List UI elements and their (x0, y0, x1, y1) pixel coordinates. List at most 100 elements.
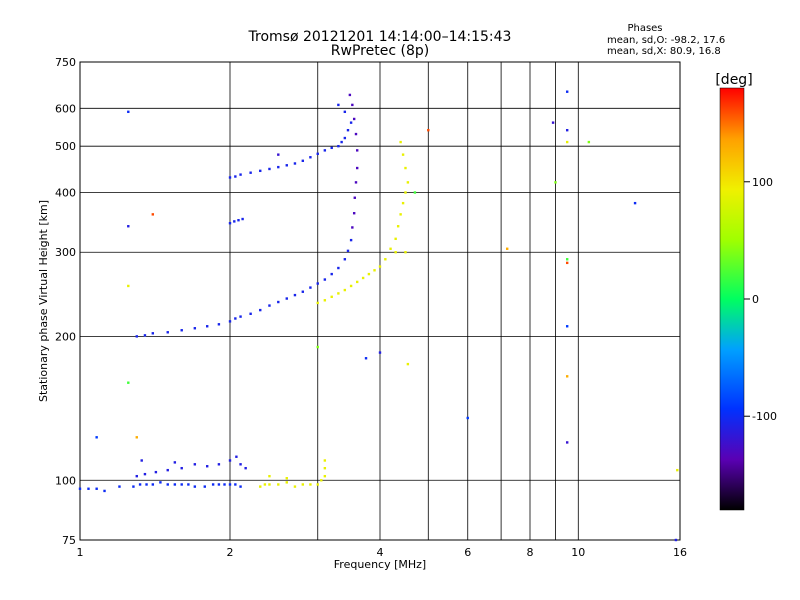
data-point (355, 166, 359, 170)
x-tick-label: 16 (673, 546, 687, 559)
grid-lines (80, 62, 680, 540)
data-point (277, 483, 280, 486)
data-point (239, 485, 242, 488)
data-point (211, 483, 215, 486)
data-point (378, 351, 382, 354)
data-point (217, 483, 221, 486)
data-point (346, 128, 350, 132)
data-point (268, 483, 271, 486)
data-point (401, 153, 405, 156)
chart-subtitle: RwPretec (8p) (331, 43, 429, 59)
y-axis-label: Stationary phase Virtual Height [km] (37, 200, 50, 402)
data-point (316, 301, 319, 305)
data-point (404, 166, 407, 170)
data-point (235, 455, 238, 458)
data-point (87, 487, 90, 490)
data-point (285, 164, 288, 167)
data-point (337, 103, 340, 107)
data-point (343, 288, 347, 292)
colorbar (719, 87, 745, 511)
data-point (340, 140, 343, 144)
data-point (228, 459, 232, 462)
data-point (138, 483, 142, 486)
x-tick-label: 10 (571, 546, 585, 559)
data-point (187, 483, 190, 486)
data-point (349, 238, 353, 242)
data-point (565, 261, 569, 265)
data-point (118, 485, 121, 488)
data-point (203, 485, 206, 488)
data-point (346, 249, 350, 253)
data-point (135, 474, 138, 478)
y-tick-label: 600 (55, 102, 76, 115)
data-point (316, 282, 319, 285)
data-point (396, 225, 400, 228)
data-point (353, 196, 356, 199)
data-point (180, 466, 183, 470)
data-point (135, 436, 138, 439)
data-point (293, 485, 297, 488)
data-point (127, 381, 130, 384)
data-point (228, 222, 232, 225)
data-point (78, 487, 82, 490)
colorbar-tick-label: 0 (752, 293, 759, 306)
data-point (234, 317, 237, 320)
data-point (413, 191, 417, 194)
y-tick-label: 100 (55, 474, 76, 487)
colorbar-ticks: 100 0 -100 (744, 176, 777, 423)
x-tick-label: 1 (77, 546, 84, 559)
data-point (180, 329, 183, 332)
data-point (394, 251, 397, 254)
x-tick-label: 8 (527, 546, 534, 559)
data-point (633, 201, 637, 205)
y-tick-label: 200 (55, 330, 76, 343)
data-point (127, 284, 130, 288)
data-point (259, 308, 262, 312)
y-axis-ticks: 75 100 200 300 400 500 600 750 (55, 56, 76, 547)
data-point (323, 459, 327, 462)
data-point (373, 269, 376, 272)
data-point (554, 181, 557, 184)
data-point (277, 300, 280, 304)
data-point (239, 173, 242, 176)
data-point (330, 295, 333, 299)
data-point (205, 325, 209, 328)
colorbar-tick-label: 100 (752, 176, 773, 189)
data-point (277, 153, 280, 156)
data-point (239, 315, 242, 318)
data-point (399, 213, 402, 216)
data-point (565, 325, 569, 328)
data-point (352, 117, 356, 121)
data-point (285, 297, 288, 300)
data-point (223, 483, 226, 486)
data-point (193, 463, 197, 466)
data-point (354, 181, 358, 184)
data-point (323, 474, 327, 478)
data-point (241, 217, 244, 221)
data-point (95, 487, 98, 490)
data-point (103, 489, 106, 493)
data-point (239, 463, 242, 466)
data-point (301, 483, 305, 486)
x-tick-label: 4 (377, 546, 384, 559)
data-point (233, 220, 236, 223)
data-point (135, 335, 138, 338)
data-point (268, 304, 271, 307)
y-tick-label: 400 (55, 186, 76, 199)
data-point (551, 121, 555, 124)
data-point (343, 258, 347, 261)
data-point (565, 140, 569, 144)
data-point (301, 290, 305, 293)
data-point (228, 320, 232, 323)
data-point (355, 149, 359, 152)
data-point (587, 140, 591, 144)
data-point (259, 169, 262, 173)
data-point (293, 293, 297, 297)
data-point (249, 312, 252, 315)
stats-line-x: mean, sd,X: 80.9, 16.8 (607, 46, 721, 57)
data-point (565, 90, 569, 93)
stats-line-o: mean, sd,O: -98.2, 17.6 (607, 35, 725, 46)
x-tick-label: 2 (227, 546, 234, 559)
data-point (173, 483, 177, 486)
data-points (78, 90, 679, 542)
